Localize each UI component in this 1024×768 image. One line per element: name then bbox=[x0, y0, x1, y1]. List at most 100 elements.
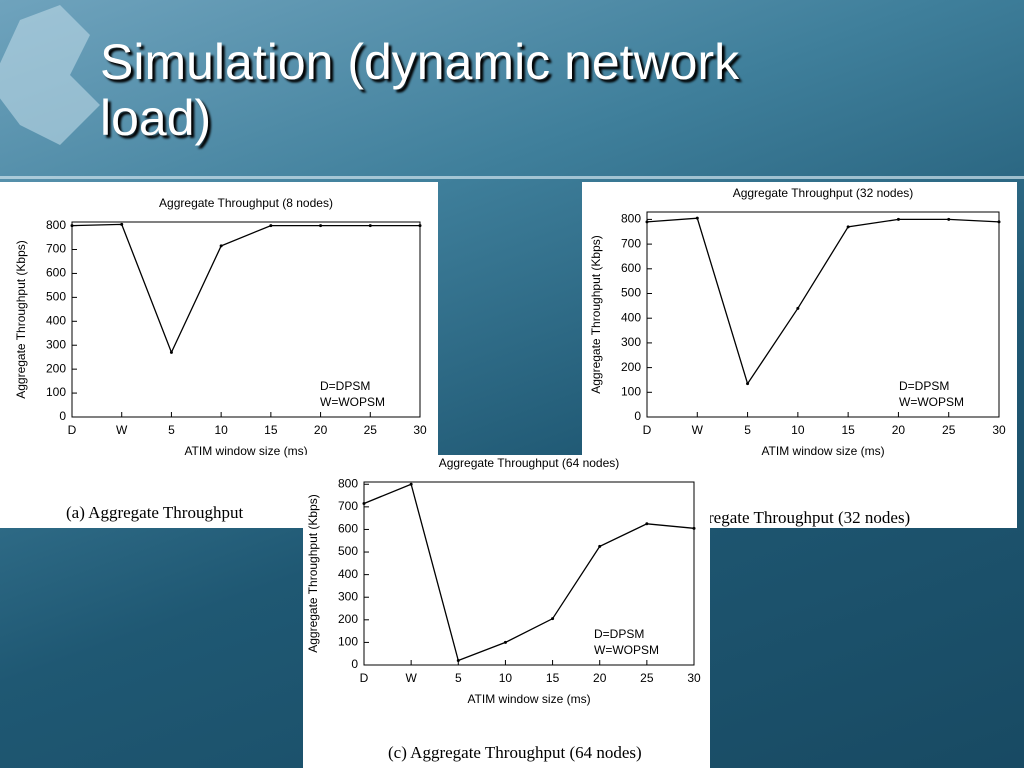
y-tick-label: 600 bbox=[46, 266, 66, 280]
x-tick-label: 25 bbox=[942, 423, 956, 437]
y-tick-label: 300 bbox=[621, 335, 641, 349]
x-tick-label: D bbox=[643, 423, 652, 437]
y-tick-label: 700 bbox=[46, 242, 66, 256]
y-tick-label: 400 bbox=[338, 567, 358, 581]
caption: regate Throughput (32 nodes) bbox=[708, 508, 910, 527]
y-tick-label: 100 bbox=[621, 384, 641, 398]
x-tick-label: 20 bbox=[892, 423, 906, 437]
y-axis-label: Aggregate Throughput (Kbps) bbox=[14, 240, 28, 399]
y-tick-label: 800 bbox=[338, 476, 358, 490]
data-line bbox=[646, 217, 1000, 386]
y-tick-label: 200 bbox=[46, 361, 66, 375]
data-point bbox=[997, 220, 1001, 224]
x-tick-label: W bbox=[692, 423, 704, 437]
x-tick-label: 10 bbox=[499, 671, 513, 685]
data-line bbox=[363, 483, 695, 662]
annotation: W=WOPSM bbox=[594, 643, 659, 657]
y-tick-label: 400 bbox=[46, 313, 66, 327]
data-point bbox=[418, 224, 422, 228]
x-axis-label: ATIM window size (ms) bbox=[184, 444, 307, 458]
annotation: W=WOPSM bbox=[320, 395, 385, 409]
data-point bbox=[319, 224, 323, 228]
y-tick-label: 600 bbox=[621, 261, 641, 275]
data-point bbox=[947, 217, 951, 221]
y-tick-label: 400 bbox=[621, 310, 641, 324]
y-tick-label: 700 bbox=[621, 236, 641, 250]
data-point bbox=[692, 526, 696, 530]
x-tick-label: 5 bbox=[744, 423, 751, 437]
data-point bbox=[409, 482, 413, 486]
data-point bbox=[362, 501, 366, 505]
x-tick-label: 15 bbox=[264, 423, 278, 437]
plot-frame bbox=[363, 481, 695, 666]
x-tick-label: 5 bbox=[168, 423, 175, 437]
x-axis-label: ATIM window size (ms) bbox=[467, 692, 590, 706]
y-tick-label: 300 bbox=[338, 589, 358, 603]
caption: (a) Aggregate Throughput bbox=[66, 503, 243, 522]
y-tick-label: 200 bbox=[621, 360, 641, 374]
y-tick-label: 700 bbox=[338, 499, 358, 513]
data-point bbox=[219, 244, 223, 248]
y-axis-label: Aggregate Throughput (Kbps) bbox=[306, 494, 320, 653]
x-tick-label: 25 bbox=[640, 671, 654, 685]
data-point bbox=[796, 306, 800, 310]
y-tick-label: 500 bbox=[46, 290, 66, 304]
y-tick-label: 100 bbox=[338, 635, 358, 649]
x-tick-label: 5 bbox=[455, 671, 462, 685]
chart-title: Aggregate Throughput (8 nodes) bbox=[159, 196, 333, 210]
y-tick-label: 800 bbox=[46, 218, 66, 232]
caption: (c) Aggregate Throughput (64 nodes) bbox=[388, 743, 642, 762]
annotation: D=DPSM bbox=[594, 627, 644, 641]
x-tick-label: 25 bbox=[364, 423, 378, 437]
data-point bbox=[70, 224, 74, 228]
y-tick-label: 500 bbox=[621, 286, 641, 300]
annotation: W=WOPSM bbox=[899, 395, 964, 409]
y-tick-label: 0 bbox=[634, 409, 641, 423]
data-point bbox=[896, 217, 900, 221]
x-tick-label: W bbox=[116, 423, 128, 437]
x-tick-label: 30 bbox=[413, 423, 427, 437]
y-tick-label: 800 bbox=[621, 212, 641, 226]
data-line bbox=[71, 223, 420, 355]
chart-title: Aggregate Throughput (64 nodes) bbox=[439, 456, 620, 470]
x-tick-label: D bbox=[68, 423, 77, 437]
data-point bbox=[551, 617, 555, 621]
x-tick-label: D bbox=[360, 671, 369, 685]
x-axis-label: ATIM window size (ms) bbox=[761, 444, 884, 458]
y-axis-label: Aggregate Throughput (Kbps) bbox=[589, 235, 603, 394]
data-point bbox=[645, 220, 649, 224]
chart-panel: Aggregate Throughput (64 nodes) ATIM wind… bbox=[303, 455, 710, 768]
annotation: D=DPSM bbox=[899, 379, 949, 393]
data-point bbox=[746, 382, 750, 386]
x-tick-label: 10 bbox=[791, 423, 805, 437]
plot-frame bbox=[646, 211, 1000, 418]
x-tick-label: 30 bbox=[687, 671, 701, 685]
plot-frame bbox=[71, 221, 421, 418]
data-point bbox=[598, 544, 602, 548]
data-point bbox=[368, 224, 372, 228]
x-tick-label: 30 bbox=[992, 423, 1006, 437]
data-point bbox=[503, 640, 507, 644]
y-tick-label: 200 bbox=[338, 612, 358, 626]
y-tick-label: 300 bbox=[46, 337, 66, 351]
x-tick-label: 20 bbox=[314, 423, 328, 437]
chart-title: Aggregate Throughput (32 nodes) bbox=[733, 186, 914, 200]
x-tick-label: 20 bbox=[593, 671, 607, 685]
header-decoration bbox=[0, 5, 1024, 179]
x-tick-label: 10 bbox=[214, 423, 228, 437]
slide-title: Simulation (dynamic network load) bbox=[100, 34, 740, 146]
data-point bbox=[645, 522, 649, 526]
y-tick-label: 0 bbox=[351, 657, 358, 671]
data-point bbox=[169, 350, 173, 354]
y-tick-label: 600 bbox=[338, 522, 358, 536]
x-tick-label: W bbox=[405, 671, 417, 685]
data-point bbox=[269, 224, 273, 228]
data-point bbox=[120, 222, 124, 226]
y-tick-label: 100 bbox=[46, 385, 66, 399]
data-point bbox=[846, 225, 850, 229]
data-point bbox=[456, 658, 460, 662]
y-tick-label: 500 bbox=[338, 544, 358, 558]
y-tick-label: 0 bbox=[59, 409, 66, 423]
x-tick-label: 15 bbox=[841, 423, 855, 437]
